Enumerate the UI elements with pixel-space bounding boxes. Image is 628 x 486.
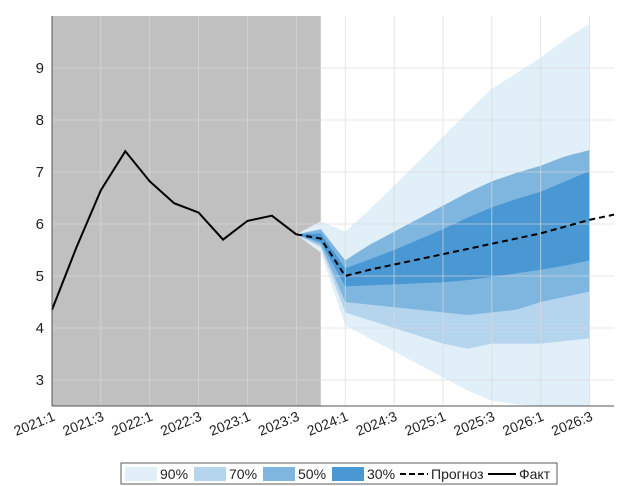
x-tick-label: 2026:1 <box>500 408 546 439</box>
y-tick-label: 5 <box>36 268 44 285</box>
plot-area <box>51 16 615 407</box>
x-tick-label: 2026:3 <box>549 408 595 439</box>
x-tick-label: 2025:1 <box>402 408 448 439</box>
legend-swatch <box>263 467 295 481</box>
y-tick-label: 7 <box>36 164 44 181</box>
x-tick-label: 2024:3 <box>354 408 400 439</box>
legend-label: Факт <box>519 466 551 482</box>
y-tick-label: 6 <box>36 216 44 233</box>
x-tick-label: 2022:3 <box>158 408 204 439</box>
fan-band-30pct <box>296 170 590 287</box>
legend-label: Прогноз <box>431 466 484 482</box>
y-tick-label: 8 <box>36 112 44 129</box>
x-tick-label: 2021:1 <box>11 408 57 439</box>
legend-swatch <box>332 467 364 481</box>
legend-label: 70% <box>229 466 257 482</box>
y-axis-ticks: 3 4 5 6 7 8 9 <box>36 60 44 389</box>
legend-label: 90% <box>160 466 188 482</box>
x-tick-label: 2021:3 <box>60 408 106 439</box>
y-tick-label: 9 <box>36 60 44 77</box>
history-shade <box>52 16 321 406</box>
x-tick-label: 2024:1 <box>305 408 351 439</box>
x-tick-label: 2025:3 <box>451 408 497 439</box>
x-tick-label: 2023:1 <box>207 408 253 439</box>
legend-swatch <box>194 467 226 481</box>
forecast-line <box>296 213 615 278</box>
legend-label: 50% <box>298 466 326 482</box>
legend: 90% 70% 50% 30% Прогноз Факт <box>120 462 558 485</box>
x-tick-label: 2023:3 <box>256 408 302 439</box>
actual-line <box>51 149 297 311</box>
x-tick-label: 2022:1 <box>109 408 155 439</box>
y-tick-label: 4 <box>36 320 44 337</box>
x-axis-ticks: 2021:1 2021:3 2022:1 2022:3 2023:1 2023:3 2024… <box>11 408 594 439</box>
legend-swatch <box>125 467 157 481</box>
y-tick-label: 3 <box>36 372 44 389</box>
legend-label: 30% <box>367 466 395 482</box>
